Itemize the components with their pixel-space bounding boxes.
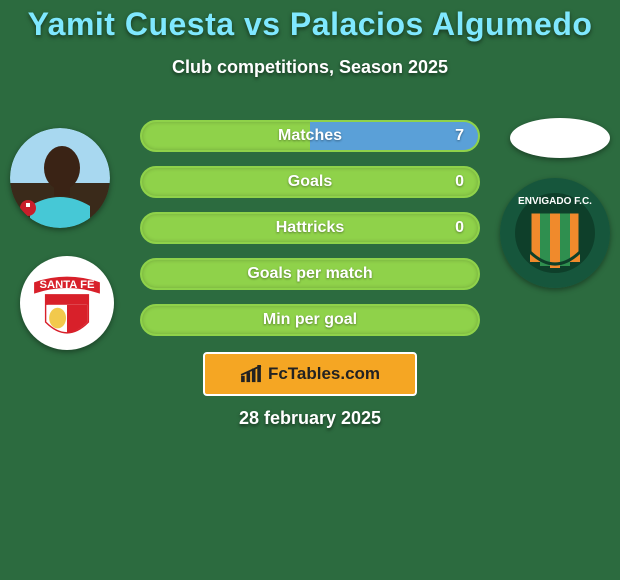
stats-container: Matches 7 Goals 0 Hattricks 0 Goals per …: [140, 120, 480, 350]
stat-label: Goals: [288, 173, 332, 191]
date-label: 28 february 2025: [239, 408, 381, 429]
bar-chart-icon: [240, 365, 262, 383]
club1-badge: SANTA FE: [20, 256, 114, 350]
stat-label: Min per goal: [263, 311, 357, 329]
stat-row-goals-per-match: Goals per match: [140, 258, 480, 290]
title-vs: vs: [244, 6, 281, 42]
club1-badge-svg: SANTA FE: [20, 256, 114, 350]
stat-value-right: 0: [455, 219, 464, 237]
title-player2: Palacios Algumedo: [290, 6, 593, 42]
player1-photo: [10, 128, 110, 228]
fctables-label: FcTables.com: [268, 364, 380, 384]
stat-row-hattricks: Hattricks 0: [140, 212, 480, 244]
player1-photo-svg: [10, 128, 110, 228]
club2-badge-svg: ENVIGADO F.C.: [500, 178, 610, 288]
stat-label: Hattricks: [276, 219, 344, 237]
svg-text:SANTA FE: SANTA FE: [39, 279, 95, 291]
club2-badge: ENVIGADO F.C.: [500, 178, 610, 288]
stat-row-goals: Goals 0: [140, 166, 480, 198]
stat-label: Matches: [278, 127, 342, 145]
page-title: Yamit Cuesta vs Palacios Algumedo: [0, 0, 620, 43]
title-player1: Yamit Cuesta: [28, 6, 235, 42]
subtitle: Club competitions, Season 2025: [0, 57, 620, 78]
stat-row-min-per-goal: Min per goal: [140, 304, 480, 336]
svg-text:ENVIGADO F.C.: ENVIGADO F.C.: [518, 196, 592, 207]
stat-value-right: 0: [455, 173, 464, 191]
stat-value-right: 7: [455, 127, 464, 145]
comparison-card: Yamit Cuesta vs Palacios Algumedo Club c…: [0, 0, 620, 580]
stat-row-matches: Matches 7: [140, 120, 480, 152]
fctables-watermark: FcTables.com: [203, 352, 417, 396]
player2-photo-placeholder: [510, 118, 610, 158]
stat-label: Goals per match: [247, 265, 372, 283]
